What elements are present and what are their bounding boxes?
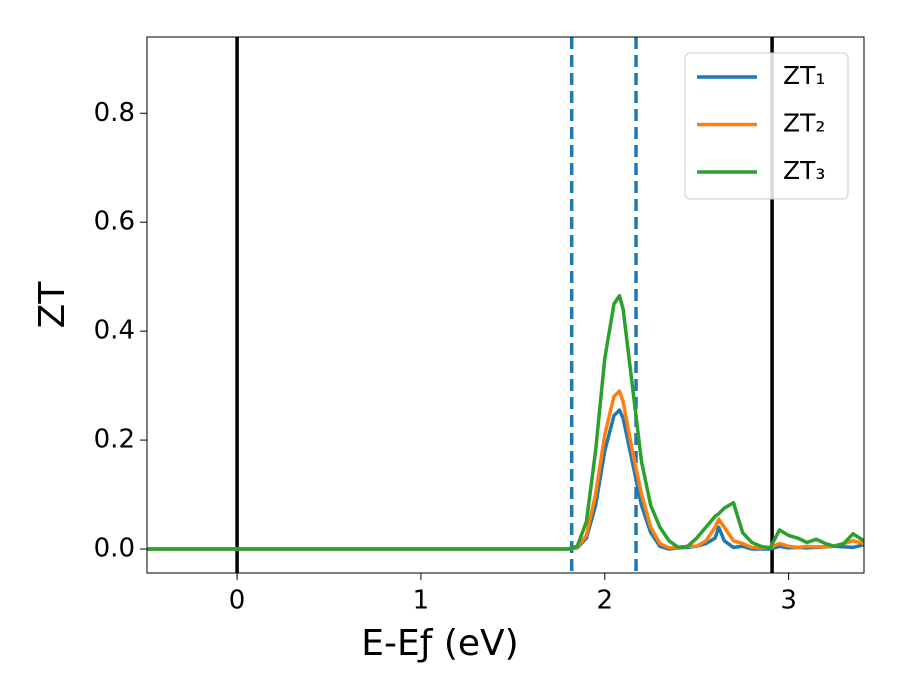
y-axis-label: ZT bbox=[32, 281, 73, 329]
x-tick-label: 3 bbox=[780, 586, 797, 616]
y-tick-label: 0.6 bbox=[94, 207, 135, 237]
series-line bbox=[147, 389, 864, 551]
y-tick-label: 0.2 bbox=[94, 425, 135, 455]
legend-label: ZT₂ bbox=[783, 109, 825, 138]
legend-box bbox=[684, 52, 849, 200]
legend-label: ZT₁ bbox=[783, 61, 825, 90]
x-tick-label: 0 bbox=[229, 586, 246, 616]
series-line bbox=[147, 408, 864, 551]
series-line bbox=[147, 293, 864, 551]
y-tick-label: 0.8 bbox=[94, 98, 135, 128]
x-tick-label: 2 bbox=[597, 586, 614, 616]
legend-label: ZT₃ bbox=[783, 156, 825, 185]
y-tick-label: 0.4 bbox=[94, 316, 135, 346]
x-axis-label: E-Eƒ (eV) bbox=[361, 623, 518, 664]
plot-frame bbox=[146, 36, 865, 574]
y-tick-label: 0.0 bbox=[94, 534, 135, 564]
x-tick-label: 1 bbox=[413, 586, 430, 616]
